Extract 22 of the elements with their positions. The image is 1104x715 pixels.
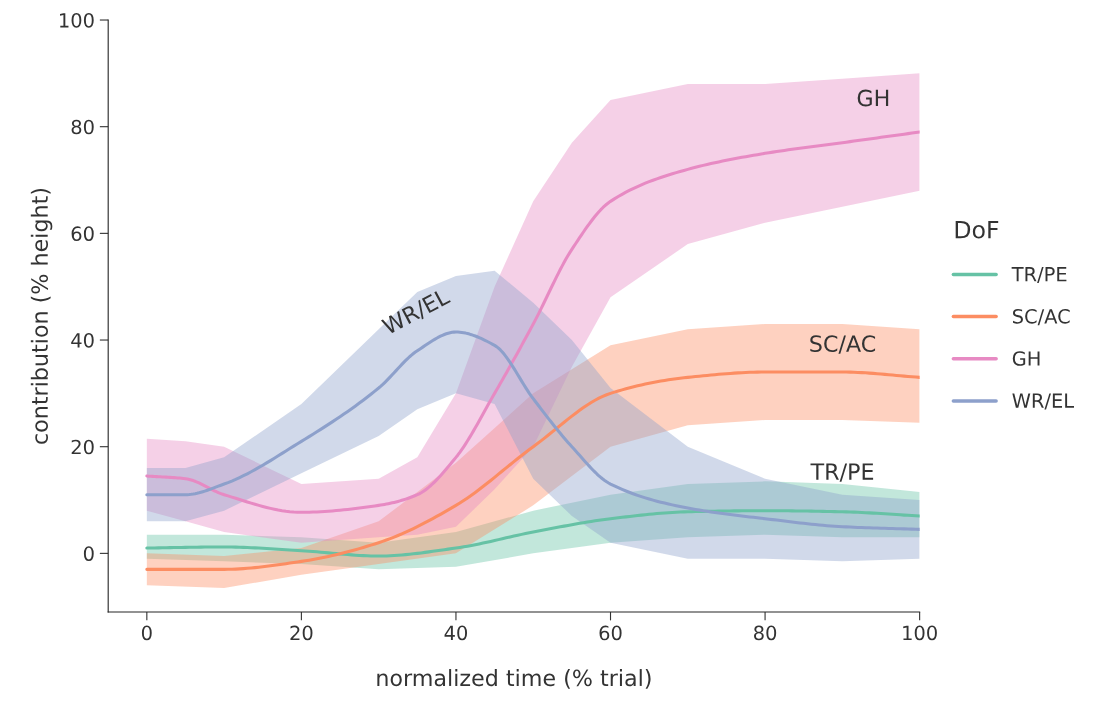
- x-tick-label: 80: [754, 625, 777, 641]
- x-tick-label: 20: [290, 625, 313, 641]
- x-tick-label: 100: [903, 625, 937, 641]
- legend-label: WR/EL: [1012, 393, 1074, 410]
- x-axis-title: normalized time (% trial): [377, 669, 651, 689]
- y-tick-label: 0: [83, 546, 94, 562]
- annotation: GH: [857, 89, 889, 107]
- y-tick-label: 40: [71, 332, 94, 348]
- legend-label: TR/PE: [1011, 267, 1067, 284]
- y-tick-label: 100: [60, 12, 94, 28]
- y-tick-label: 80: [71, 119, 94, 135]
- annotation: TR/PE: [810, 463, 874, 482]
- legend-label: GH: [1012, 351, 1040, 366]
- x-tick-label: 60: [599, 625, 622, 641]
- y-tick-label: 60: [71, 226, 94, 242]
- x-tick-label: 0: [141, 625, 152, 641]
- legend-label: SC/AC: [1012, 308, 1070, 326]
- y-axis-title: contribution (% height): [30, 188, 53, 444]
- legend-title: DoF: [955, 221, 999, 239]
- annotation: SC/AC: [810, 335, 876, 354]
- y-tick-label: 20: [71, 439, 94, 455]
- x-tick-label: 40: [444, 625, 468, 641]
